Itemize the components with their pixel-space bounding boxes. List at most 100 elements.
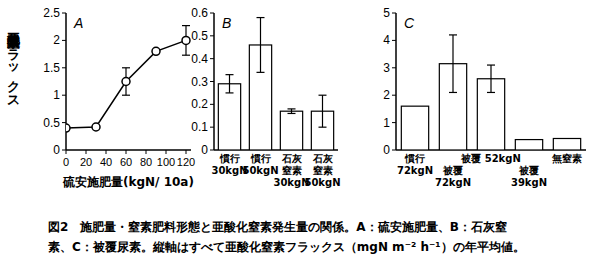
error-bar	[487, 65, 495, 92]
caption: 図2 施肥量・窒素肥料形態と亜酸化窒素発生量の関係。A：硫安施肥量、B：石灰窒	[48, 220, 507, 234]
y-tick	[392, 150, 396, 151]
label-line: 被覆	[518, 165, 539, 176]
error-bar	[288, 109, 296, 114]
error-bar-cap	[122, 95, 130, 96]
error-bar	[319, 95, 327, 127]
y-tick	[210, 127, 214, 128]
error-bar-cap	[319, 95, 327, 96]
y-tick	[62, 95, 66, 96]
error-bar-cap	[487, 92, 495, 93]
y-tick	[62, 67, 66, 68]
bar	[515, 140, 542, 150]
y-tick-label: 0.6	[191, 6, 208, 20]
y-tick-label: 1	[383, 116, 390, 130]
x-tick-label: 無窒素	[551, 153, 582, 164]
y-axis-label: 亜酸化窒素フラックス	[7, 22, 22, 105]
y-tick-label: 0	[53, 143, 60, 157]
y-tick-label: 2.5	[43, 6, 60, 20]
x-tick	[66, 150, 67, 154]
x-tick-label: 100	[157, 156, 175, 168]
x-axis	[66, 149, 191, 151]
x-tick-label: 60	[120, 156, 132, 168]
y-tick-label: 0.1	[191, 120, 208, 134]
error-bar-cap	[122, 67, 130, 68]
y-tick	[62, 122, 66, 123]
bar	[553, 138, 580, 150]
y-tick-label: 4	[383, 33, 390, 47]
line	[66, 40, 186, 128]
error-bar-line	[452, 35, 453, 93]
x-tick	[186, 150, 187, 154]
y-tick-label: 1	[53, 88, 60, 102]
label-line: 石灰	[281, 153, 303, 164]
caption: 素、C：被覆尿素。縦軸はすべて亜酸化窒素フラックス（mgN m⁻² h⁻¹）の年…	[48, 240, 525, 254]
label-line: 72kgN	[397, 165, 433, 176]
y-tick-label: 0.2	[191, 97, 208, 111]
panel-2: 012345C慣行72kgN被覆72kgN被覆 52kgN被覆39kgN無窒素	[383, 6, 586, 188]
y-tick-label: 0.5	[191, 29, 208, 43]
x-tick	[126, 150, 127, 154]
y-tick	[210, 35, 214, 36]
x-tick-label: 120	[177, 156, 195, 168]
y-axis	[395, 13, 397, 150]
x-tick-label: 0	[63, 156, 69, 168]
x-tick-label: 20	[80, 156, 92, 168]
y-tick-label: 2	[53, 33, 60, 47]
label-line: 慣行	[404, 153, 425, 164]
x-tick-label: 被覆72kgN	[435, 165, 471, 188]
error-bar-cap	[487, 64, 495, 65]
label-line: 50kgN	[304, 177, 340, 188]
x-tick	[166, 150, 167, 154]
label-line: 石灰	[312, 153, 334, 164]
x-tick-label: 80	[140, 156, 152, 168]
error-bar	[449, 35, 457, 93]
error-bar	[257, 18, 265, 73]
error-bar-cap	[257, 17, 265, 18]
label-line: 72kgN	[435, 177, 471, 188]
y-tick	[62, 13, 66, 14]
x-tick-label: 石灰窒素50kgN	[304, 153, 340, 188]
x-tick-label: 被覆39kgN	[511, 165, 547, 188]
error-bar-cap	[182, 55, 190, 56]
error-bar	[226, 75, 234, 93]
error-bar-line	[291, 109, 292, 114]
plot-area	[218, 18, 333, 150]
label-line: 被覆 52kgN	[460, 153, 521, 164]
panel-label: B	[222, 15, 231, 31]
point	[122, 78, 130, 86]
y-tick-label: 0	[201, 143, 208, 157]
error-bar-cap	[288, 108, 296, 109]
error-bar	[182, 26, 190, 56]
bar	[218, 84, 240, 150]
y-tick-label: 2	[383, 88, 390, 102]
x-tick	[146, 150, 147, 154]
error-bar-line	[490, 65, 491, 92]
error-bar	[122, 68, 130, 95]
label-line: 無窒素	[551, 153, 582, 164]
y-tick	[62, 40, 66, 41]
y-tick-label: 0.4	[191, 52, 208, 66]
y-tick	[210, 104, 214, 105]
plot-area	[401, 35, 580, 150]
figure: 00.511.522.5A020406080100120硫安施肥量(kgN/ 1…	[0, 0, 590, 273]
panel-0: 00.511.522.5A020406080100120硫安施肥量(kgN/ 1…	[43, 6, 195, 189]
panel-1: 00.10.20.30.40.50.6B慣行30kgN慣行50kgN石灰窒素30…	[191, 6, 340, 188]
panel-label: C	[404, 15, 415, 31]
y-tick-label: 1.5	[43, 61, 60, 75]
label-line: 被覆	[442, 165, 463, 176]
error-bar-cap	[319, 127, 327, 128]
bar	[280, 111, 302, 150]
label-line: 慣行	[250, 153, 271, 164]
y-tick	[210, 81, 214, 82]
label-line: 窒素	[313, 165, 333, 176]
y-tick	[392, 95, 396, 96]
error-bar-cap	[449, 34, 457, 35]
y-tick	[62, 150, 66, 151]
y-tick	[392, 67, 396, 68]
x-tick-label: 慣行72kgN	[397, 153, 433, 176]
error-bar-cap	[257, 72, 265, 73]
y-tick	[392, 122, 396, 123]
point	[92, 123, 100, 131]
error-bar-cap	[288, 113, 296, 114]
point	[152, 47, 160, 55]
